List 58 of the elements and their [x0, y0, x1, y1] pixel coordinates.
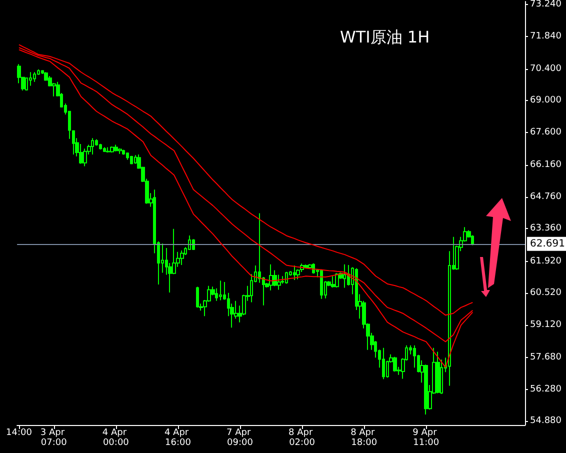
- y-tick-label: 67.600: [530, 127, 562, 138]
- y-tick-label: 73.240: [530, 0, 562, 10]
- candlestick: [219, 280, 222, 301]
- candlestick: [293, 264, 296, 280]
- candlestick: [320, 268, 323, 300]
- y-tick-label: 69.000: [530, 96, 562, 106]
- x-tick-label: 7 Apr 09:00: [226, 428, 254, 448]
- candlestick: [196, 286, 199, 308]
- y-tick-label: 59.120: [530, 320, 562, 330]
- candlestick: [343, 264, 346, 288]
- y-tick-label: 56.280: [530, 384, 562, 394]
- candlestick: [72, 130, 75, 155]
- candlestick: [29, 72, 32, 86]
- candlestick: [471, 234, 474, 246]
- y-tick-label: 57.680: [530, 352, 562, 363]
- candlestick: [192, 238, 195, 251]
- candlestick: [393, 356, 397, 372]
- candlestick: [188, 235, 191, 251]
- y-tick-label: 71.840: [530, 31, 562, 42]
- candlestick: [130, 155, 133, 165]
- candlestick: [382, 347, 385, 380]
- candlestick: [33, 72, 36, 82]
- x-tick-label: 3 Apr 07:00: [40, 428, 68, 448]
- x-tick-label: 8 Apr 02:00: [288, 428, 316, 448]
- candlestick: [91, 138, 94, 155]
- candlestick: [413, 344, 416, 368]
- candlestick: [424, 364, 428, 416]
- y-tick-label: 61.920: [530, 256, 562, 266]
- ref-line-label: 62.691: [530, 238, 565, 250]
- candlestick: [118, 148, 122, 154]
- candlestick: [99, 143, 102, 150]
- candlestick: [110, 146, 114, 153]
- candlestick: [269, 264, 273, 291]
- candlestick: [122, 149, 125, 156]
- candlestick: [285, 271, 288, 284]
- y-tick-label: 60.520: [530, 288, 562, 298]
- candlestick: [106, 146, 110, 153]
- candlestick: [335, 272, 339, 288]
- candlestick: [436, 351, 440, 394]
- y-tick-label: 64.760: [530, 192, 562, 202]
- y-tick-label: 63.360: [530, 224, 562, 234]
- candlestick: [83, 148, 87, 167]
- x-tick-label: 8 Apr 18:00: [350, 428, 378, 448]
- candlestick: [277, 274, 281, 290]
- candlestick: [103, 146, 106, 153]
- candlestick: [180, 250, 184, 266]
- x-tick-label: 4 Apr 16:00: [164, 428, 192, 448]
- candlestick: [331, 276, 335, 288]
- y-tick-label: 70.400: [530, 64, 562, 74]
- x-tick-label: 9 Apr 11:00: [412, 428, 440, 448]
- candlestick: [304, 264, 308, 269]
- x-tick-label: 4 Apr 00:00: [102, 428, 130, 448]
- y-tick-label: 66.160: [530, 160, 562, 170]
- candlestick: [126, 152, 129, 160]
- x-tick-label: 14:00: [6, 428, 32, 438]
- candlestick: [114, 144, 118, 152]
- text: WTI原油 1H: [340, 28, 430, 46]
- y-tick-label: 54.880: [530, 416, 562, 426]
